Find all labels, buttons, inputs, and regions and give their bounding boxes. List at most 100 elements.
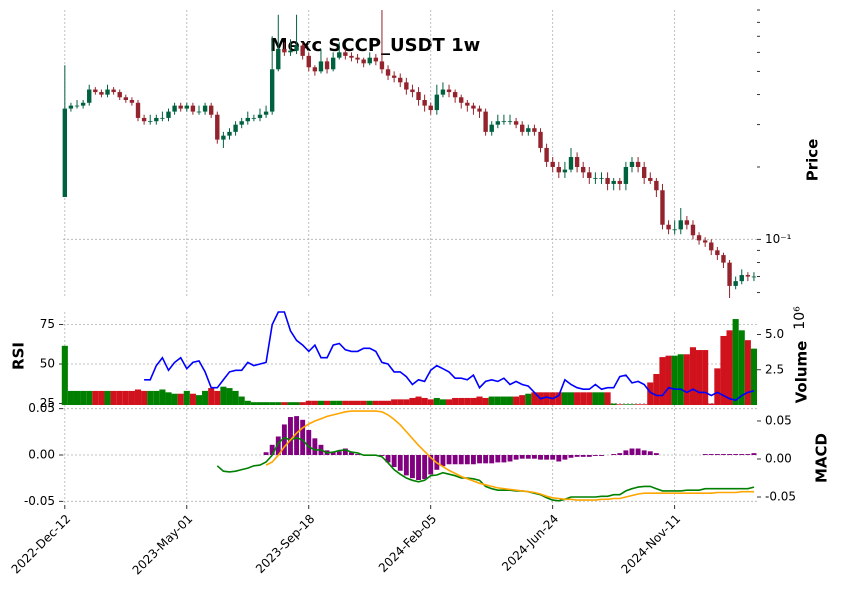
volume-bar	[293, 402, 300, 405]
volume-bar	[555, 392, 562, 405]
volume-bar	[275, 402, 282, 405]
macd-histogram-bar	[391, 455, 397, 468]
volume-bar	[208, 388, 215, 405]
macd-histogram-bar	[312, 438, 318, 455]
macd-histogram-bar	[727, 454, 732, 455]
candle-body	[300, 45, 305, 56]
macd-histogram-bar	[385, 455, 391, 463]
candle-body	[672, 229, 677, 231]
candle-body	[99, 92, 104, 95]
macd-histogram-bar	[403, 455, 409, 476]
macd-histogram-bar	[489, 455, 495, 464]
candle-body	[385, 69, 391, 76]
volume-bar	[659, 357, 666, 405]
macd-histogram-bar	[592, 455, 598, 456]
volume-bar	[61, 345, 68, 405]
macd-histogram-bar	[379, 455, 385, 456]
macd-histogram-bar	[751, 453, 757, 455]
candle-body	[568, 157, 574, 170]
macd-histogram-bar	[275, 436, 281, 455]
volume-bar	[324, 400, 331, 405]
macd-histogram-bar	[416, 455, 421, 480]
candle-body	[532, 128, 537, 132]
macd-tick-label: 0.00	[28, 448, 55, 462]
x-tick-label: 2022-Dec-12	[9, 512, 74, 577]
volume-bar	[525, 393, 532, 405]
volume-bar	[391, 399, 398, 405]
volume-bar	[653, 374, 660, 405]
macd-histogram-bar	[635, 448, 641, 455]
macd-histogram-bar	[470, 455, 476, 465]
volume-bar	[238, 396, 245, 405]
candle-body	[306, 55, 311, 68]
candle-body	[526, 128, 531, 132]
candle-body	[160, 117, 165, 119]
candle-body	[696, 235, 702, 241]
volume-bar	[80, 390, 87, 405]
candle-body	[398, 77, 403, 83]
macd-histogram-bar	[568, 455, 574, 458]
macd-histogram-bar	[538, 455, 543, 460]
candle-body	[611, 180, 616, 184]
candle-body	[355, 57, 360, 60]
volume-bar	[116, 390, 123, 405]
volume-bar	[165, 392, 172, 405]
candle-body	[361, 59, 366, 64]
x-tick-label: 2024-Feb-05	[376, 512, 439, 575]
candle-body	[495, 121, 501, 125]
volume-bar	[665, 355, 672, 405]
candle-body	[324, 61, 330, 70]
volume-bar	[299, 402, 306, 405]
candle-body	[263, 111, 269, 115]
candle-body	[580, 166, 586, 173]
volume-bar	[202, 390, 209, 405]
volume-bar	[305, 400, 312, 405]
candle-body	[709, 242, 714, 251]
candle-body	[245, 117, 250, 122]
macd-histogram-bar	[525, 455, 531, 459]
candle-body	[452, 92, 458, 98]
volume-bar	[98, 390, 105, 405]
candle-body	[196, 111, 202, 113]
volume-bar	[147, 390, 154, 405]
volume-bar	[67, 390, 74, 405]
volume-label: Volume	[793, 341, 811, 404]
volume-bar	[177, 393, 184, 405]
volume-bar	[256, 402, 264, 405]
macd-histogram-bar	[501, 455, 507, 463]
candle-body	[111, 89, 116, 93]
volume-bar	[153, 390, 160, 405]
candle-body	[172, 105, 177, 112]
candle-body	[660, 190, 665, 225]
candle-body	[520, 124, 525, 132]
macd-histogram-bar	[355, 454, 360, 455]
macd-histogram-bar	[599, 455, 604, 456]
candle-body	[184, 105, 189, 109]
chart-title: Mexc SCCP_USDT 1w	[270, 35, 480, 56]
volume-bar	[702, 350, 709, 405]
candle-body	[751, 276, 757, 278]
macd-histogram-bar	[544, 455, 550, 460]
candle-body	[93, 89, 98, 93]
candle-body	[337, 52, 342, 58]
candle-body	[349, 55, 354, 58]
macd-histogram-bar	[349, 452, 354, 455]
volume-bar	[452, 397, 459, 405]
candle-body	[641, 166, 647, 178]
candle-body	[489, 124, 494, 132]
macd-histogram-bar	[452, 455, 458, 465]
candle-body	[166, 111, 171, 118]
candle-body	[391, 75, 397, 78]
volume-bar	[214, 390, 221, 405]
macd-y2-tick-label: -0.05	[765, 490, 796, 504]
candle-body	[74, 105, 80, 107]
macd-histogram-bar	[556, 455, 562, 462]
volume-bar	[134, 389, 142, 405]
macd-tick-label: 0.05	[28, 401, 55, 415]
candle-body	[727, 262, 732, 286]
candle-body	[629, 161, 635, 167]
volume-bar	[354, 400, 361, 405]
volume-scale-label: 10⁶	[792, 306, 808, 330]
macd-histogram-bar	[422, 455, 428, 480]
